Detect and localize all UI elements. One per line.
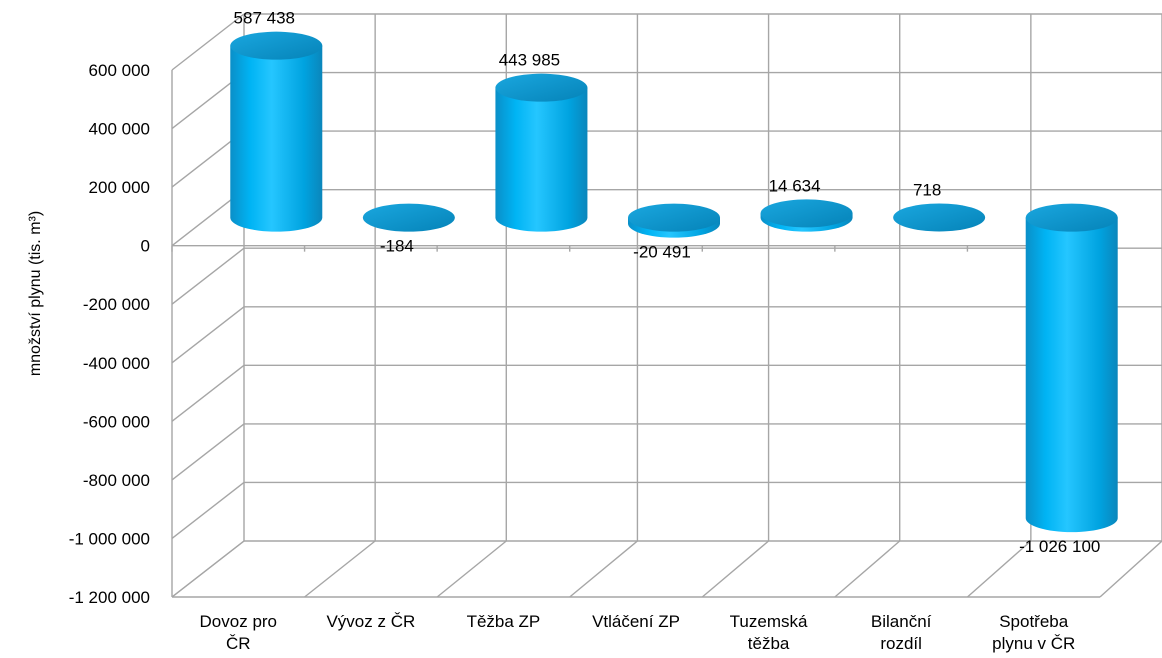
gridline-floor	[305, 541, 376, 597]
gridline-floor	[1100, 541, 1162, 597]
bars	[230, 32, 1117, 532]
y-tick-label: -200 000	[83, 295, 150, 314]
y-tick-label: 400 000	[89, 120, 150, 139]
category-label: Tuzemská	[730, 612, 808, 631]
gridline-side	[172, 307, 244, 363]
bar-cylinder-2	[363, 204, 455, 232]
bar-cap	[363, 204, 455, 232]
data-label: 718	[913, 180, 941, 199]
bar-cap	[893, 203, 985, 231]
y-tick-label: -800 000	[83, 471, 150, 490]
category-label: těžba	[748, 634, 790, 653]
bar-cylinder-3	[495, 74, 587, 232]
y-tick-label: -400 000	[83, 354, 150, 373]
bar-body	[230, 46, 322, 232]
bar-cylinder-6	[893, 203, 985, 231]
category-label: Vývoz z ČR	[326, 612, 415, 631]
bar-cylinder-1	[230, 32, 322, 232]
bar-cylinder-4	[628, 204, 720, 238]
data-label: -1 026 100	[1019, 537, 1100, 556]
category-label: Bilanční	[871, 612, 932, 631]
category-label: plynu v ČR	[992, 634, 1075, 653]
gridline-floor	[835, 541, 900, 597]
bar-cylinder-7	[1026, 204, 1118, 532]
gridline-floor	[702, 541, 768, 597]
category-label: rozdíl	[880, 634, 922, 653]
bar-cap	[1026, 204, 1118, 232]
gridline-side	[172, 365, 244, 421]
y-tick-label: 600 000	[89, 61, 150, 80]
category-label: Vtláčení ZP	[592, 612, 680, 631]
y-tick-label: -600 000	[83, 412, 150, 431]
bar-body	[495, 88, 587, 232]
data-label: 443 985	[499, 51, 560, 70]
bar-cylinder-5	[761, 199, 853, 231]
y-tick-label: 200 000	[89, 178, 150, 197]
gridline-floor	[570, 541, 638, 597]
y-tick-label: -1 000 000	[69, 529, 150, 548]
category-label: Spotřeba	[999, 612, 1069, 631]
y-tick-label: 0	[141, 237, 150, 256]
bar-body	[1026, 218, 1118, 532]
data-label: -184	[380, 237, 414, 256]
gridline-side	[172, 482, 244, 538]
bar-cap	[230, 32, 322, 60]
data-label: 587 438	[234, 9, 295, 28]
y-axis-title: množství plynu (tis. m³)	[27, 211, 44, 376]
gridline-floor	[172, 541, 244, 597]
y-tick-label: -1 200 000	[69, 588, 150, 607]
bar-cap	[495, 74, 587, 102]
gridline-side	[172, 248, 244, 304]
category-label: Těžba ZP	[467, 612, 541, 631]
category-label: ČR	[226, 634, 251, 653]
gridline-side	[172, 424, 244, 480]
category-label: Dovoz pro	[200, 612, 277, 631]
data-label: 14 634	[769, 176, 821, 195]
gridline-floor	[437, 541, 506, 597]
data-label: -20 491	[633, 243, 691, 262]
bar-cap	[628, 204, 720, 232]
bar-cap	[761, 199, 853, 227]
